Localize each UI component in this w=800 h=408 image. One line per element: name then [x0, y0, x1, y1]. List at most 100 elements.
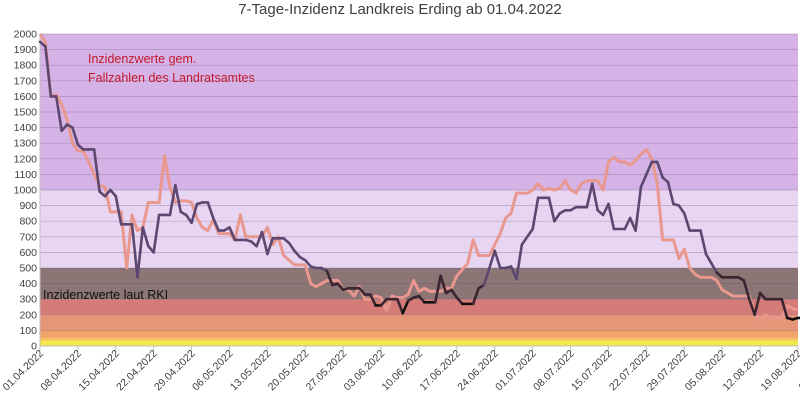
series-rki-segment — [677, 204, 686, 215]
series-landratsamt-line — [38, 33, 799, 323]
series-rki-segment — [547, 196, 556, 223]
band-4 — [40, 299, 798, 315]
series-rki-segment — [780, 297, 789, 320]
series-rki-segment — [515, 243, 524, 281]
series-rki-segment — [704, 252, 713, 265]
series-rki-segment — [639, 173, 648, 189]
series-rki-segment — [358, 286, 367, 296]
series-rki-segment — [433, 274, 442, 304]
y-tick-label: 0 — [31, 341, 37, 353]
series-rki-segment — [211, 216, 220, 232]
series-rki-segment — [141, 226, 150, 248]
chart-title: 7-Tage-Inzidenz Landkreis Erding ab 01.0… — [238, 1, 562, 18]
series-rki-segment — [455, 296, 464, 306]
series-rki-segment — [336, 282, 345, 292]
y-tick-label: 300 — [19, 294, 37, 306]
y-tick-label: 1400 — [14, 122, 38, 134]
series-rki-segment — [493, 249, 502, 270]
series-rki-segment — [368, 293, 377, 307]
series-rki-segment — [645, 160, 654, 176]
series-rki-segment — [44, 45, 53, 98]
y-tick-label: 1500 — [14, 107, 38, 119]
series-rki-segment — [471, 286, 480, 306]
series-rki-segment — [396, 297, 405, 315]
y-tick-label: 1200 — [14, 153, 38, 165]
series-rki-segment — [553, 212, 562, 223]
series-rki-segment — [266, 237, 275, 256]
series-rki-segment — [682, 212, 692, 232]
series-rki-segment — [168, 184, 177, 217]
series-rki-segment — [54, 95, 63, 133]
series-rki-segment — [742, 279, 751, 301]
annotation-landratsamt: Inzidenzwerte gem. Fallzahlen des Landrat… — [88, 52, 255, 85]
y-tick-label: 500 — [19, 263, 37, 275]
series-rki-segment — [103, 188, 112, 198]
y-tick-label: 200 — [19, 309, 37, 321]
series-rki-segment — [287, 241, 296, 253]
x-axis-ticks: 01.04.202208.04.202215.04.202222.04.2022… — [0, 346, 800, 393]
series-rki-segment — [114, 194, 123, 226]
series-rki-segment — [753, 291, 762, 317]
y-tick-label: 900 — [19, 200, 37, 212]
series-rki-segment — [260, 230, 269, 256]
series-rki-segment — [758, 291, 767, 301]
y-tick-label: 100 — [19, 325, 37, 337]
series-rki-segment — [590, 182, 599, 212]
annotation-rki: Inzidenzwerte laut RKI — [43, 288, 168, 302]
annotation-line: Fallzahlen des Landratsamtes — [88, 71, 255, 85]
series-rki-segment — [439, 274, 448, 295]
series-rki-segment — [401, 299, 410, 315]
band-6 — [40, 190, 798, 268]
y-tick-label: 400 — [19, 278, 37, 290]
band-0 — [40, 340, 798, 346]
series-rki-segment — [303, 258, 313, 268]
series-rki-segment — [206, 201, 215, 220]
series-rki-segment — [525, 227, 535, 239]
series-rki-segment — [531, 196, 540, 231]
series-rki-segment — [585, 182, 594, 209]
band-3 — [40, 314, 798, 331]
y-tick-label: 1000 — [14, 185, 38, 197]
y-tick-label: 1300 — [14, 138, 38, 150]
x-tick-label: 19.08.2022 — [758, 348, 800, 394]
series-rki-segment — [655, 160, 664, 179]
series-rki-segment — [130, 223, 139, 279]
y-tick-label: 1700 — [14, 75, 38, 87]
band-1 — [40, 338, 798, 341]
series-lines — [38, 33, 800, 323]
series-rki-segment — [417, 294, 426, 304]
series-rki-segment — [255, 230, 264, 248]
band-5 — [40, 268, 798, 300]
y-axis-ticks: 0 100 200 300 400 500 600 700 800 900 1000 1100 1200… — [14, 29, 38, 353]
y-tick-label: 1800 — [14, 60, 38, 72]
series-rki-segment — [379, 297, 388, 307]
series-rki-segment — [293, 249, 302, 259]
y-tick-label: 1100 — [14, 169, 37, 181]
series-rki-segment — [488, 249, 497, 270]
series-rki-segment — [623, 216, 632, 231]
series-rki-segment — [92, 148, 101, 193]
series-rki-segment — [450, 288, 459, 299]
series-rki-segment — [109, 188, 118, 198]
series-rki-segment — [747, 297, 756, 317]
series-rki-segment — [520, 235, 529, 246]
y-tick-label: 800 — [19, 216, 37, 228]
series-rki-segment — [666, 180, 675, 206]
series-rki-segment — [152, 213, 161, 254]
y-tick-label: 700 — [19, 231, 37, 243]
series-rki-segment — [710, 262, 719, 274]
series-rki-segment — [71, 126, 80, 147]
series-rki-segment — [482, 266, 491, 287]
band-2 — [40, 330, 798, 339]
series-rki-segment — [699, 229, 708, 256]
series-rki-segment — [60, 123, 69, 133]
series-rki-segment — [607, 202, 616, 231]
y-tick-label: 1900 — [14, 44, 38, 56]
y-tick-label: 600 — [19, 247, 37, 259]
annotations: Inzidenzwerte gem. Fallzahlen des Landrat… — [43, 52, 255, 302]
series-rki-segment — [174, 184, 183, 214]
series-rki-segment — [228, 226, 237, 242]
y-tick-label: 1600 — [14, 91, 38, 103]
